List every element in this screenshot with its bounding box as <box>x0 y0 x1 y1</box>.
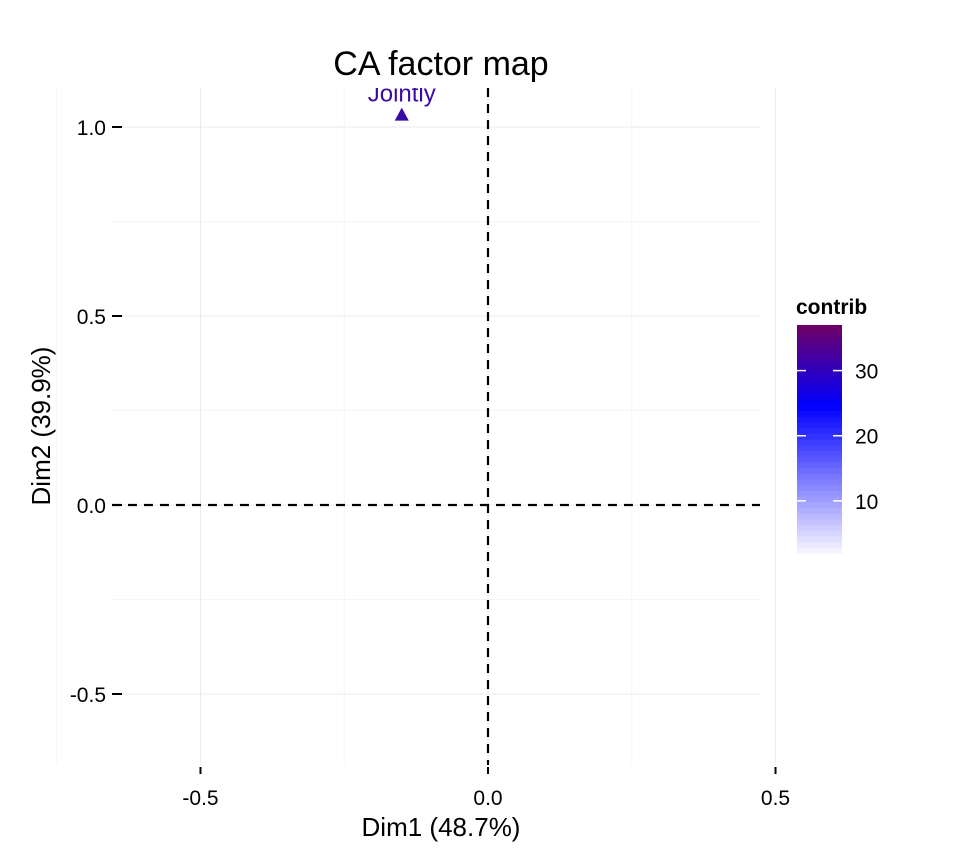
legend-color-band <box>797 376 842 383</box>
legend-color-band <box>797 490 842 497</box>
legend-color-band <box>797 370 842 377</box>
x-tick-label: 0.5 <box>761 787 790 810</box>
point-label-wife: Wife <box>947 606 960 633</box>
minor-gridlines <box>56 88 760 765</box>
legend-color-band <box>797 518 842 526</box>
legend-color-band <box>797 353 842 360</box>
legend-color-band <box>797 507 842 514</box>
legend-color-band <box>797 535 842 543</box>
legend-color-band <box>797 336 842 343</box>
legend-color-band <box>797 382 842 389</box>
legend-color-band <box>797 404 842 412</box>
legend-color-band <box>797 456 842 463</box>
legend-color-band <box>797 416 842 423</box>
y-tick-label: 1.0 <box>77 117 106 140</box>
data-points: JointlyWifeHusband <box>368 81 960 633</box>
legend-color-band <box>797 541 842 548</box>
y-tick-label: -0.5 <box>70 684 106 707</box>
legend-color-band <box>797 461 842 469</box>
legend-color-band <box>797 467 842 474</box>
chart-title: CA factor map <box>333 45 548 83</box>
legend-color-band <box>797 513 842 520</box>
y-axis-title: Dim2 (39.9%) <box>26 347 56 506</box>
y-tick-label: 0.0 <box>77 495 106 518</box>
legend-title: contrib <box>796 296 867 319</box>
legend-tick-label: 30 <box>855 361 878 384</box>
point-label-jointly: Jointly <box>368 81 436 108</box>
legend-color-band <box>797 330 842 337</box>
contrib-legend: contrib 10 20 30 <box>796 296 878 554</box>
major-gridlines <box>112 88 776 765</box>
legend-color-band <box>797 547 842 554</box>
legend-color-band <box>797 530 842 537</box>
y-axis: -0.5 0.0 0.5 1.0 <box>70 117 122 707</box>
legend-color-band <box>797 325 842 332</box>
legend-color-band <box>797 473 842 480</box>
legend-color-band <box>797 387 842 394</box>
point-marker-jointly <box>394 107 409 121</box>
legend-color-band <box>797 342 842 349</box>
legend-color-band <box>797 444 842 451</box>
legend-color-band <box>797 421 842 429</box>
legend-color-band <box>797 496 842 503</box>
legend-tick-label: 10 <box>855 491 878 514</box>
legend-color-band <box>797 484 842 491</box>
x-axis: -1.0-0.50.00.5 <box>182 767 790 810</box>
x-axis-title: Dim1 (48.7%) <box>362 812 521 842</box>
legend-color-band <box>797 439 842 446</box>
legend-color-band <box>797 501 842 508</box>
legend-color-band <box>797 450 842 457</box>
legend-color-band <box>797 524 842 531</box>
legend-color-band <box>797 410 842 417</box>
legend-color-band <box>797 399 842 406</box>
x-tick-label: 0.0 <box>473 787 502 810</box>
legend-color-band <box>797 433 842 440</box>
legend-color-band <box>797 364 842 372</box>
legend-color-band <box>797 478 842 486</box>
legend-color-band <box>797 347 842 355</box>
legend-color-band <box>797 393 842 400</box>
y-tick-label: 0.5 <box>77 306 106 329</box>
legend-color-band <box>797 359 842 366</box>
x-tick-label: -0.5 <box>182 787 218 810</box>
legend-color-band <box>797 427 842 434</box>
legend-tick-label: 20 <box>855 426 878 449</box>
reference-lines <box>112 88 760 765</box>
